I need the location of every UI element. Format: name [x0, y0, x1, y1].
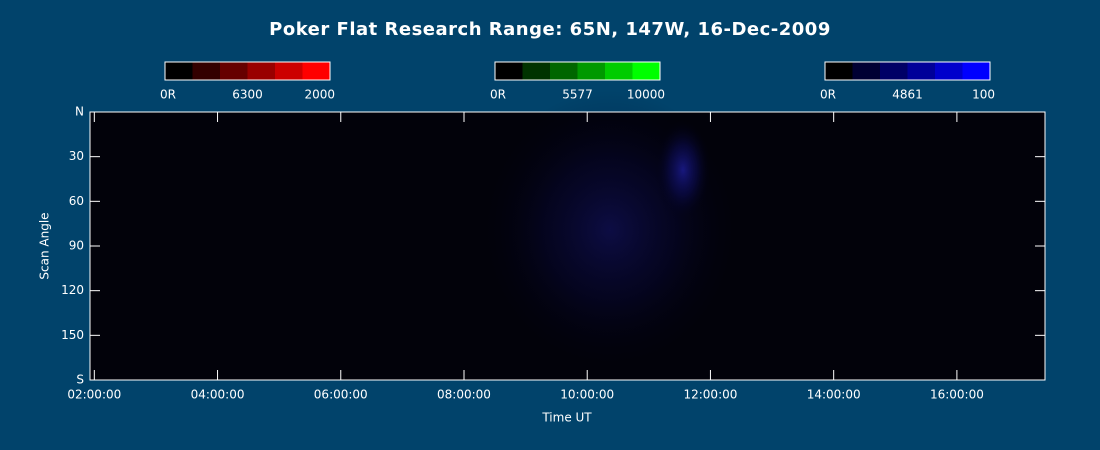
y-tick-label: N: [75, 105, 84, 119]
x-tick-label: 12:00:00: [683, 388, 737, 402]
x-tick-label: 04:00:00: [191, 388, 245, 402]
x-tick-label: 08:00:00: [437, 388, 491, 402]
y-tick-label: 30: [69, 149, 84, 163]
colorbar-label: 100: [972, 88, 995, 102]
colorbar-frame: [164, 61, 331, 81]
colorbar-swatch: [962, 62, 990, 80]
colorbar-swatch: [577, 62, 605, 80]
colorbar-swatch: [550, 62, 578, 80]
y-tick-label: 120: [61, 283, 84, 297]
colorbar-frame: [824, 61, 991, 81]
colorbar-swatch: [852, 62, 880, 80]
x-axis-label: Time UT: [541, 411, 592, 425]
x-tick-label: 02:00:00: [67, 388, 121, 402]
colorbar-swatch: [302, 62, 330, 80]
y-tick-label: S: [76, 373, 84, 387]
colorbar-swatch: [825, 62, 853, 80]
colorbar-label: 0R: [820, 88, 836, 102]
colorbar-label: 0R: [490, 88, 506, 102]
colorbar-swatch: [605, 62, 633, 80]
colorbar-frame: [494, 61, 661, 81]
aurora-glow: [655, 120, 711, 220]
colorbar-swatch: [522, 62, 550, 80]
x-tick-label: 16:00:00: [930, 388, 984, 402]
x-tick-label: 14:00:00: [807, 388, 861, 402]
colorbar-swatch: [165, 62, 193, 80]
y-tick-label: 60: [69, 194, 84, 208]
y-tick-label: 90: [69, 239, 84, 253]
colorbar-label: 2000: [304, 88, 335, 102]
colorbar-swatch: [935, 62, 963, 80]
chart-title: Poker Flat Research Range: 65N, 147W, 16…: [269, 19, 831, 40]
colorbar-swatch: [495, 62, 523, 80]
x-tick-label: 06:00:00: [314, 388, 368, 402]
y-tick-label: 150: [61, 328, 84, 342]
colorbar-label: 4861: [892, 88, 923, 102]
colorbar-swatch: [220, 62, 248, 80]
colorbar-swatch: [275, 62, 303, 80]
x-tick-label: 10:00:00: [560, 388, 614, 402]
colorbar-label: 6300: [232, 88, 263, 102]
colorbar-swatch: [247, 62, 275, 80]
colorbar-swatch: [632, 62, 660, 80]
colorbar-label: 5577: [562, 88, 593, 102]
colorbar-label: 0R: [160, 88, 176, 102]
colorbar-swatch: [192, 62, 220, 80]
y-axis-label: Scan Angle: [38, 212, 52, 279]
colorbar-label: 10000: [627, 88, 665, 102]
colorbar-swatch: [907, 62, 935, 80]
colorbar-swatch: [880, 62, 908, 80]
